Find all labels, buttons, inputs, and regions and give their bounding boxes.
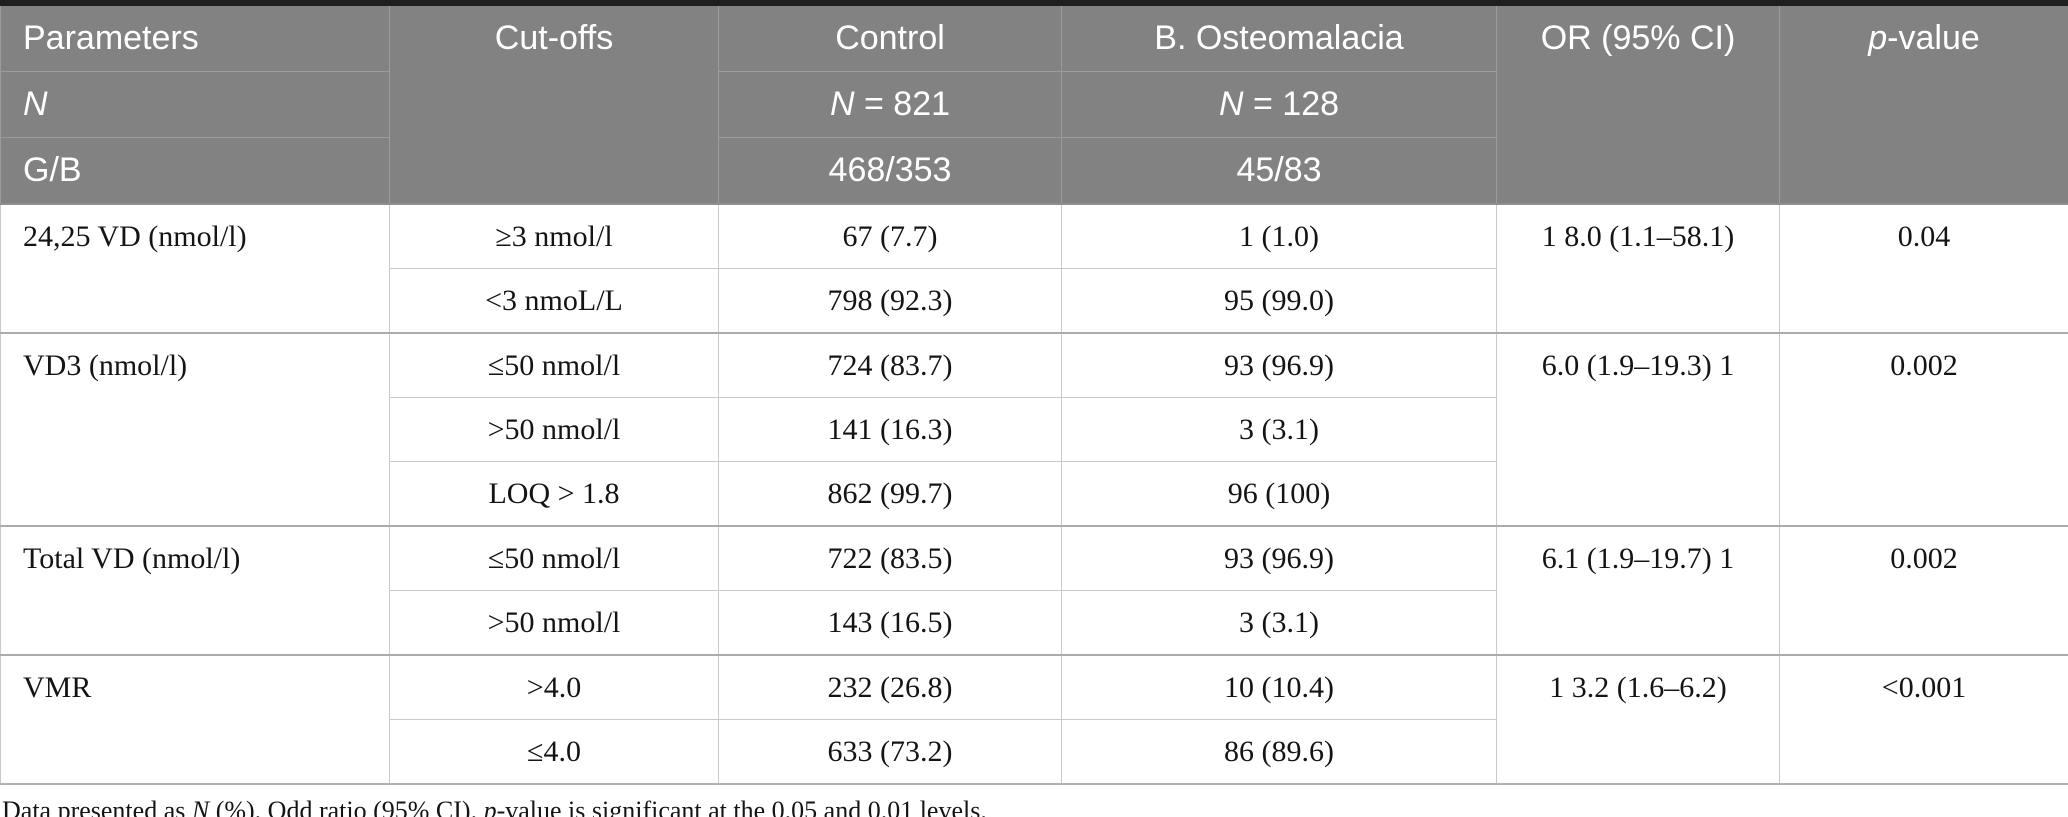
or-cell: 1 3.2 (1.6–6.2) bbox=[1496, 654, 1780, 785]
param-label: 24,25 VD (nmol/l) bbox=[23, 220, 247, 253]
p-value: <0.001 bbox=[1881, 671, 1967, 704]
control-cell: 862 (99.7) bbox=[718, 461, 1062, 527]
pvalue-cell: 0.04 bbox=[1779, 203, 2068, 334]
param-cell: Total VD (nmol/l) bbox=[0, 525, 390, 656]
control-cell: 67 (7.7) bbox=[718, 203, 1062, 269]
n-italic: N bbox=[829, 85, 855, 123]
or-value: 1 8.0 (1.1–58.1) bbox=[1541, 220, 1735, 253]
header-p-value-label: p-value bbox=[1780, 6, 2068, 71]
footnote-text: -value is significant at the 0.05 and 0.… bbox=[496, 796, 987, 817]
table-body: 24,25 VD (nmol/l) ≥3 nmol/l 67 (7.7) 1 (… bbox=[0, 203, 2068, 785]
p-italic: p bbox=[483, 796, 497, 817]
cutoff-cell: <3 nmoL/L bbox=[389, 268, 719, 334]
cutoff-cell: ≥3 nmol/l bbox=[389, 203, 719, 269]
header-or-ci-label: OR (95% CI) bbox=[1540, 19, 1736, 57]
cutoff-cell: >50 nmol/l bbox=[389, 397, 719, 462]
osteo-cell: 93 (96.9) bbox=[1061, 332, 1497, 398]
footnote-text: Data presented as bbox=[2, 796, 192, 817]
header-gb-label: G/B bbox=[0, 137, 390, 205]
table-row: >50 nmol/l 141 (16.3) 3 (3.1) bbox=[1, 397, 2068, 462]
cutoff-cell: >50 nmol/l bbox=[389, 590, 719, 656]
param-cell: VD3 (nmol/l) bbox=[0, 332, 390, 527]
or-cell: 1 8.0 (1.1–58.1) bbox=[1496, 203, 1780, 334]
header-control-n: N = 821 bbox=[718, 71, 1062, 138]
cutoff-cell: ≤50 nmol/l bbox=[389, 525, 719, 591]
param-label: VMR bbox=[23, 671, 92, 704]
n-italic: N bbox=[191, 796, 210, 817]
param-cell: 24,25 VD (nmol/l) bbox=[0, 203, 390, 334]
pvalue-cell: 0.002 bbox=[1779, 525, 2068, 656]
p-value: 0.002 bbox=[1890, 542, 1958, 575]
cutoff-cell: ≤50 nmol/l bbox=[389, 332, 719, 398]
n-count: = 821 bbox=[854, 85, 951, 123]
osteo-cell: 3 (3.1) bbox=[1061, 397, 1497, 462]
table-row: VD3 (nmol/l) ≤50 nmol/l 724 (83.7) 93 (9… bbox=[0, 332, 2068, 527]
table-row: LOQ > 1.8 862 (99.7) 96 (100) bbox=[1, 461, 2068, 527]
p-value: 0.04 bbox=[1897, 220, 1951, 253]
or-cell: 6.0 (1.9–19.3) 1 bbox=[1496, 332, 1780, 527]
osteo-cell: 86 (89.6) bbox=[1061, 719, 1497, 785]
header-p-value: p-value bbox=[1779, 2, 2068, 205]
table-header: Parameters Cut-offs Control B. Osteomala… bbox=[0, 2, 2068, 205]
or-value: 6.1 (1.9–19.7) 1 bbox=[1541, 542, 1735, 575]
param-label: VD3 (nmol/l) bbox=[23, 349, 188, 382]
header-or-ci: OR (95% CI) bbox=[1496, 2, 1780, 205]
osteo-cell: 95 (99.0) bbox=[1061, 268, 1497, 334]
control-cell: 722 (83.5) bbox=[718, 525, 1062, 591]
cutoff-cell: ≤4.0 bbox=[389, 719, 719, 785]
cutoff-cell: >4.0 bbox=[389, 654, 719, 720]
pvalue-cell: <0.001 bbox=[1779, 654, 2068, 785]
footnote-text: (%). Odd ratio (95% CI). bbox=[209, 796, 484, 817]
header-row-titles: Parameters Cut-offs Control B. Osteomala… bbox=[0, 2, 2068, 205]
header-n-label: N bbox=[0, 71, 390, 138]
or-value: 1 3.2 (1.6–6.2) bbox=[1549, 671, 1727, 704]
control-cell: 232 (26.8) bbox=[718, 654, 1062, 720]
n-count: = 128 bbox=[1243, 85, 1340, 123]
table-footnote: Data presented as N (%). Odd ratio (95% … bbox=[2, 795, 2068, 817]
header-cutoffs: Cut-offs bbox=[389, 2, 719, 205]
control-cell: 724 (83.7) bbox=[718, 332, 1062, 398]
header-control-gb: 468/353 bbox=[718, 137, 1062, 205]
table-row: 24,25 VD (nmol/l) ≥3 nmol/l 67 (7.7) 1 (… bbox=[0, 203, 2068, 334]
p-value: 0.002 bbox=[1890, 349, 1958, 382]
table-row: VMR >4.0 232 (26.8) 10 (10.4) 1 3.2 (1.6… bbox=[0, 654, 2068, 785]
header-parameters: Parameters bbox=[0, 2, 390, 72]
pvalue-cell: 0.002 bbox=[1779, 332, 2068, 527]
header-osteomalacia: B. Osteomalacia bbox=[1061, 2, 1497, 72]
param-cell: VMR bbox=[0, 654, 390, 785]
table-row: ≤4.0 633 (73.2) 86 (89.6) bbox=[1, 719, 2068, 785]
n-italic: N bbox=[1218, 85, 1244, 123]
control-cell: 798 (92.3) bbox=[718, 268, 1062, 334]
osteo-cell: 96 (100) bbox=[1061, 461, 1497, 527]
osteo-cell: 10 (10.4) bbox=[1061, 654, 1497, 720]
p-italic: p bbox=[1868, 19, 1888, 57]
osteo-cell: 1 (1.0) bbox=[1061, 203, 1497, 269]
header-cutoffs-label: Cut-offs bbox=[494, 19, 614, 57]
osteo-cell: 93 (96.9) bbox=[1061, 525, 1497, 591]
param-label: Total VD (nmol/l) bbox=[23, 542, 241, 575]
header-osteo-gb: 45/83 bbox=[1061, 137, 1497, 205]
header-osteo-n: N = 128 bbox=[1061, 71, 1497, 138]
cutoff-cell: LOQ > 1.8 bbox=[389, 461, 719, 527]
results-table: Parameters Cut-offs Control B. Osteomala… bbox=[0, 0, 2068, 785]
p-rest: -value bbox=[1887, 19, 1980, 57]
control-cell: 143 (16.5) bbox=[718, 590, 1062, 656]
or-value: 6.0 (1.9–19.3) 1 bbox=[1541, 349, 1735, 382]
table-row: Total VD (nmol/l) ≤50 nmol/l 722 (83.5) … bbox=[0, 525, 2068, 656]
n-italic: N bbox=[23, 85, 48, 123]
control-cell: 633 (73.2) bbox=[718, 719, 1062, 785]
osteo-cell: 3 (3.1) bbox=[1061, 590, 1497, 656]
or-cell: 6.1 (1.9–19.7) 1 bbox=[1496, 525, 1780, 656]
table-row: <3 nmoL/L 798 (92.3) 95 (99.0) bbox=[1, 268, 2068, 334]
header-control: Control bbox=[718, 2, 1062, 72]
control-cell: 141 (16.3) bbox=[718, 397, 1062, 462]
header-row-gb: G/B 468/353 45/83 bbox=[0, 137, 2068, 205]
table-row: >50 nmol/l 143 (16.5) 3 (3.1) bbox=[1, 590, 2068, 656]
header-row-n: N N = 821 N = 128 bbox=[0, 71, 2068, 138]
